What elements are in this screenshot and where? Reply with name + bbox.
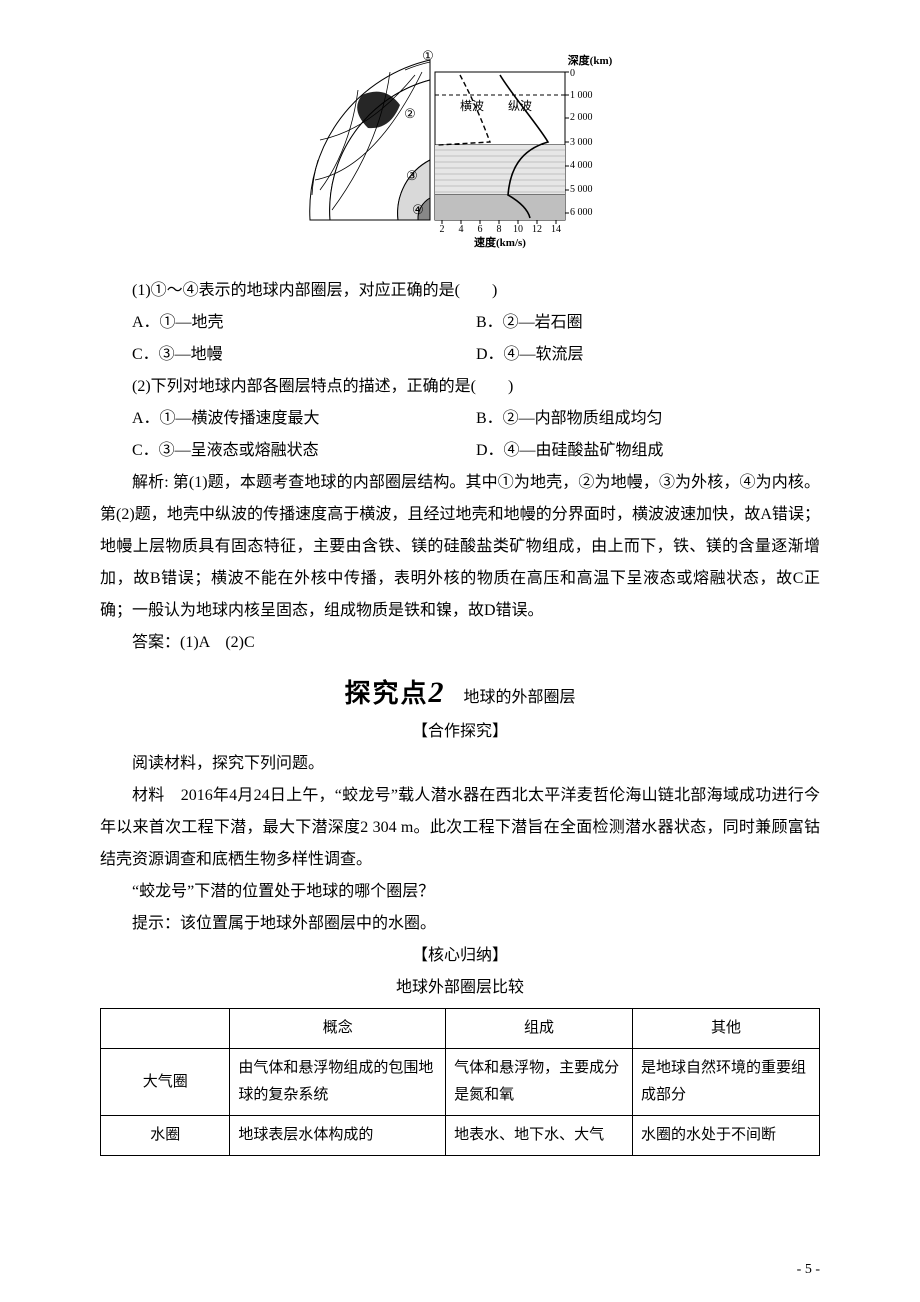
table-title: 地球外部圈层比较	[100, 972, 820, 1004]
section2-head: 探究点2 地球的外部圈层	[100, 673, 820, 710]
earth-layers-diagram: ① ② ③ ④	[100, 50, 820, 255]
svg-text:12: 12	[532, 224, 542, 235]
th-other: 其他	[633, 1009, 820, 1049]
svg-text:8: 8	[497, 224, 502, 235]
q2-opt-a: A．①—横波传播速度最大	[132, 403, 476, 435]
th-comp: 组成	[446, 1009, 633, 1049]
label-1: ①	[422, 50, 434, 63]
svg-text:14: 14	[551, 224, 561, 235]
label-pwave: 纵波	[508, 99, 532, 113]
svg-text:4: 4	[459, 224, 464, 235]
q1-opt-a: A．①—地壳	[132, 307, 476, 339]
axis-depth: 深度(km)	[568, 53, 613, 67]
q1-opt-d: D．④—软流层	[476, 339, 820, 371]
th-concept: 概念	[230, 1009, 446, 1049]
svg-text:4 000: 4 000	[570, 160, 593, 171]
comparison-table: 概念 组成 其他 大气圈 由气体和悬浮物组成的包围地球的复杂系统 气体和悬浮物，…	[100, 1008, 820, 1156]
label-2: ②	[404, 106, 416, 121]
q1-stem: (1)①～④表示的地球内部圈层，对应正确的是( )	[100, 275, 820, 307]
q2-opt-d: D．④—由硅酸盐矿物组成	[476, 435, 820, 467]
svg-text:2: 2	[440, 224, 445, 235]
label-swave: 横波	[460, 99, 484, 113]
hint-text: 提示：该位置属于地球外部圈层中的水圈。	[100, 908, 820, 940]
svg-text:10: 10	[513, 224, 523, 235]
th-blank	[101, 1009, 230, 1049]
q2-opt-c: C．③—呈液态或熔融状态	[132, 435, 476, 467]
cell-comp-1: 地表水、地下水、大气	[446, 1116, 633, 1156]
cell-comp-0: 气体和悬浮物，主要成分是氮和氧	[446, 1049, 633, 1116]
label-3: ③	[406, 168, 418, 183]
cell-name-1: 水圈	[101, 1116, 230, 1156]
label-4: ④	[412, 202, 424, 217]
svg-text:6: 6	[478, 224, 483, 235]
svg-text:5 000: 5 000	[570, 184, 593, 195]
svg-text:1 000: 1 000	[570, 90, 593, 101]
section2-head-num: 2	[428, 676, 443, 709]
read-prompt: 阅读材料，探究下列问题。	[100, 748, 820, 780]
diagram-svg: ① ② ③ ④	[290, 50, 630, 250]
svg-text:3 000: 3 000	[570, 137, 593, 148]
cell-other-1: 水圈的水处于不间断	[633, 1116, 820, 1156]
table-row: 水圈 地球表层水体构成的 地表水、地下水、大气 水圈的水处于不间断	[101, 1116, 820, 1156]
table-header-row: 概念 组成 其他	[101, 1009, 820, 1049]
q2-stem: (2)下列对地球内部各圈层特点的描述，正确的是( )	[100, 371, 820, 403]
q2-opt-b: B．②—内部物质组成均匀	[476, 403, 820, 435]
section2-head-big: 探究点	[344, 678, 428, 708]
cell-other-0: 是地球自然环境的重要组成部分	[633, 1049, 820, 1116]
answer-line: 答案：(1)A (2)C	[100, 627, 820, 659]
page-number: - 5 -	[797, 1262, 820, 1278]
cell-concept-0: 由气体和悬浮物组成的包围地球的复杂系统	[230, 1049, 446, 1116]
svg-text:6 000: 6 000	[570, 207, 593, 218]
material-text: 材料 2016年4月24日上午，“蛟龙号”载人潜水器在西北太平洋麦哲伦海山链北部…	[100, 780, 820, 876]
svg-text:2 000: 2 000	[570, 112, 593, 123]
table-row: 大气圈 由气体和悬浮物组成的包围地球的复杂系统 气体和悬浮物，主要成分是氮和氧 …	[101, 1049, 820, 1116]
axis-speed: 速度(km/s)	[474, 235, 526, 249]
svg-text:0: 0	[570, 68, 575, 79]
question-text: “蛟龙号”下潜的位置处于地球的哪个圈层？	[100, 876, 820, 908]
q1-opt-c: C．③—地幔	[132, 339, 476, 371]
cell-concept-1: 地球表层水体构成的	[230, 1116, 446, 1156]
core-label: 【核心归纳】	[100, 940, 820, 972]
section2-head-sub: 地球的外部圈层	[464, 689, 576, 706]
q1-opt-b: B．②—岩石圈	[476, 307, 820, 339]
coop-label: 【合作探究】	[100, 716, 820, 748]
explanation: 解析: 第(1)题，本题考查地球的内部圈层结构。其中①为地壳，②为地幔，③为外核…	[100, 467, 820, 627]
cell-name-0: 大气圈	[101, 1049, 230, 1116]
